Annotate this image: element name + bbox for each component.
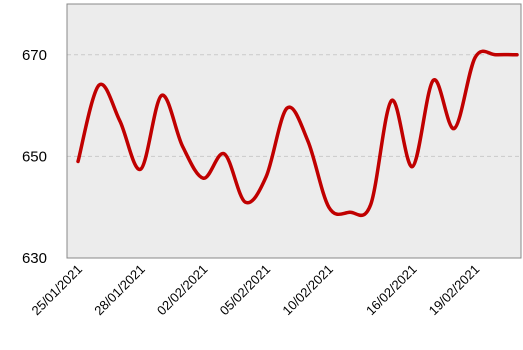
data-point: [431, 78, 435, 82]
data-point: [390, 99, 394, 103]
x-tick-label: 16/02/2021: [363, 262, 420, 319]
data-point: [243, 200, 247, 204]
x-tick-label: 28/01/2021: [91, 262, 148, 319]
x-tick-label: 05/02/2021: [217, 262, 274, 319]
data-point: [348, 210, 352, 214]
plot-frame: [66, 3, 522, 259]
data-point: [118, 119, 122, 123]
data-point: [369, 203, 373, 207]
data-point: [452, 126, 456, 130]
data-point: [264, 175, 268, 179]
y-tick-label: 650: [22, 148, 47, 165]
data-point: [473, 55, 477, 59]
x-tick-label: 02/02/2021: [154, 262, 211, 319]
data-point: [97, 83, 101, 87]
y-tick-label: 670: [22, 47, 47, 64]
data-point: [201, 176, 205, 180]
data-point: [410, 165, 414, 169]
data-point: [222, 152, 226, 156]
data-point: [160, 93, 164, 97]
y-tick-label: 630: [22, 250, 47, 267]
plot-area: [67, 4, 521, 258]
data-point: [285, 106, 289, 110]
data-point: [181, 144, 185, 148]
x-tick-label: 10/02/2021: [279, 262, 336, 319]
data-point: [139, 167, 143, 171]
data-point: [76, 159, 80, 163]
x-tick-label: 19/02/2021: [426, 262, 483, 319]
data-point: [327, 205, 331, 209]
data-point: [494, 53, 498, 57]
data-point: [306, 139, 310, 143]
data-point: [515, 53, 519, 57]
x-tick-label: 25/01/2021: [28, 262, 85, 319]
series-line: [76, 49, 519, 218]
